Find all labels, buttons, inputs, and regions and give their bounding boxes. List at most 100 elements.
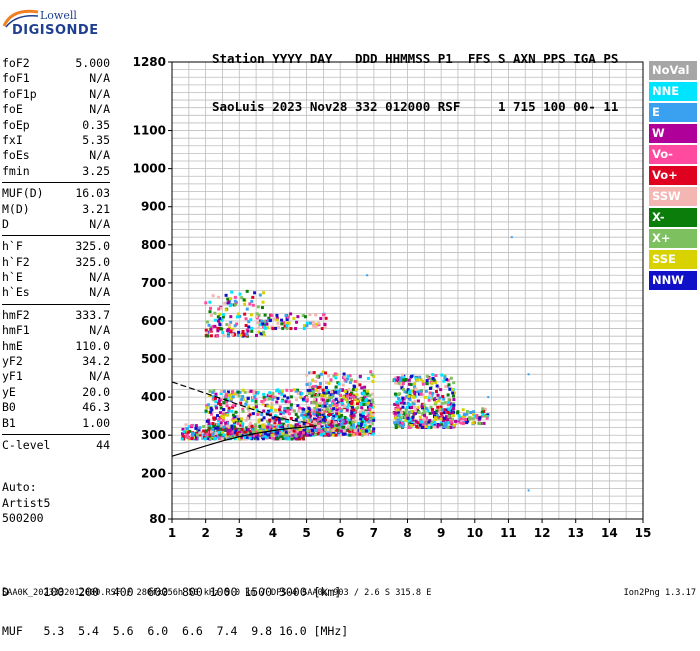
echo-point [365, 394, 369, 398]
y-tick-label: 500 [141, 352, 166, 366]
echo-point [394, 376, 398, 380]
echo-point [276, 436, 280, 440]
echo-point [257, 330, 261, 334]
echo-point [481, 413, 485, 417]
echo-point [315, 419, 319, 423]
echo-point [203, 437, 207, 441]
echo-point [221, 431, 225, 435]
echo-point [255, 312, 259, 316]
echo-point [204, 334, 208, 338]
echo-point [239, 419, 243, 423]
x-tick-label: 14 [601, 526, 618, 540]
echo-point [305, 324, 309, 328]
echo-point [262, 396, 266, 400]
echo-point [246, 396, 250, 400]
param-value: 3.25 [82, 163, 110, 178]
echo-point [343, 375, 347, 379]
echo-point [222, 401, 226, 405]
echo-point [411, 415, 415, 419]
echo-point [320, 404, 324, 408]
echo-point [431, 373, 435, 377]
param-value: N/A [89, 285, 110, 300]
y-tick-label: 80 [149, 512, 166, 526]
echo-point [219, 392, 223, 396]
param-value: N/A [89, 86, 110, 101]
param-value: 5.000 [75, 56, 110, 70]
echo-point [431, 425, 435, 429]
echo-point [318, 393, 322, 397]
echo-point [327, 374, 331, 378]
echo-point [458, 415, 462, 419]
echo-point [427, 426, 431, 430]
echo-point [352, 410, 356, 414]
echo-point [309, 414, 313, 418]
echo-point [338, 388, 342, 392]
param-row-hf2: h`F2 325.0 [2, 255, 110, 270]
echo-point [328, 404, 332, 408]
echo-point [330, 395, 334, 399]
echo-point [449, 420, 453, 424]
echo-point [226, 421, 230, 425]
echo-point [236, 312, 240, 316]
echo-point [416, 378, 420, 382]
echo-point [318, 381, 322, 385]
echo-point [313, 425, 317, 429]
echo-point [302, 327, 306, 331]
echo-point [302, 324, 306, 328]
echo-point [358, 374, 362, 378]
echo-point [205, 405, 209, 409]
echo-point [243, 302, 247, 306]
station-header: Station YYYY DAY DDD HHMMSS P1 FFS S AXN… [212, 19, 618, 131]
echo-point [348, 421, 352, 425]
echo-point [223, 437, 227, 441]
echo-point [274, 408, 278, 412]
echo-point [393, 402, 397, 406]
echo-point [281, 411, 285, 415]
param-row-hme: hmE 110.0 [2, 339, 110, 354]
echo-point [338, 407, 342, 411]
echo-point [245, 426, 249, 430]
echo-point [221, 313, 225, 317]
x-tick-label: 9 [437, 526, 445, 540]
echo-point [335, 414, 339, 418]
echo-point [208, 426, 212, 430]
legend-noval: NoVal [649, 61, 697, 80]
echo-point [414, 387, 418, 391]
echo-point [237, 417, 241, 421]
echo-point [260, 418, 264, 422]
echo-point [420, 402, 424, 406]
echo-point [214, 400, 218, 404]
echo-point [280, 399, 284, 403]
logo-digisonde-text: DIGISONDE [12, 23, 99, 38]
echo-point [408, 389, 412, 393]
echo-point [303, 424, 307, 428]
echo-point [235, 315, 239, 319]
param-row-fmin: fmin 3.25 [2, 164, 110, 179]
echo-point [190, 437, 194, 441]
param-name: h`Es [2, 285, 30, 300]
echo-point [277, 408, 281, 412]
echo-point [280, 417, 284, 421]
echo-point [228, 304, 232, 308]
echo-point [290, 437, 294, 441]
echo-point [306, 388, 310, 392]
echo-point [253, 291, 257, 295]
legend-vo: Vo- [649, 145, 697, 164]
echo-point [221, 331, 225, 335]
echo-point [359, 426, 363, 430]
echo-point [396, 402, 400, 406]
echo-point [360, 396, 364, 400]
echo-point [227, 300, 231, 304]
echo-point [335, 372, 339, 376]
echo-point [416, 405, 420, 409]
echo-point [225, 413, 229, 417]
echo-point [353, 397, 357, 401]
echo-point [211, 391, 215, 395]
echo-point [240, 434, 244, 438]
echo-point [219, 421, 223, 425]
echo-point [226, 431, 230, 435]
echo-point [216, 319, 220, 323]
echo-point [261, 423, 265, 427]
echo-point [195, 433, 199, 437]
echo-point [261, 401, 265, 405]
